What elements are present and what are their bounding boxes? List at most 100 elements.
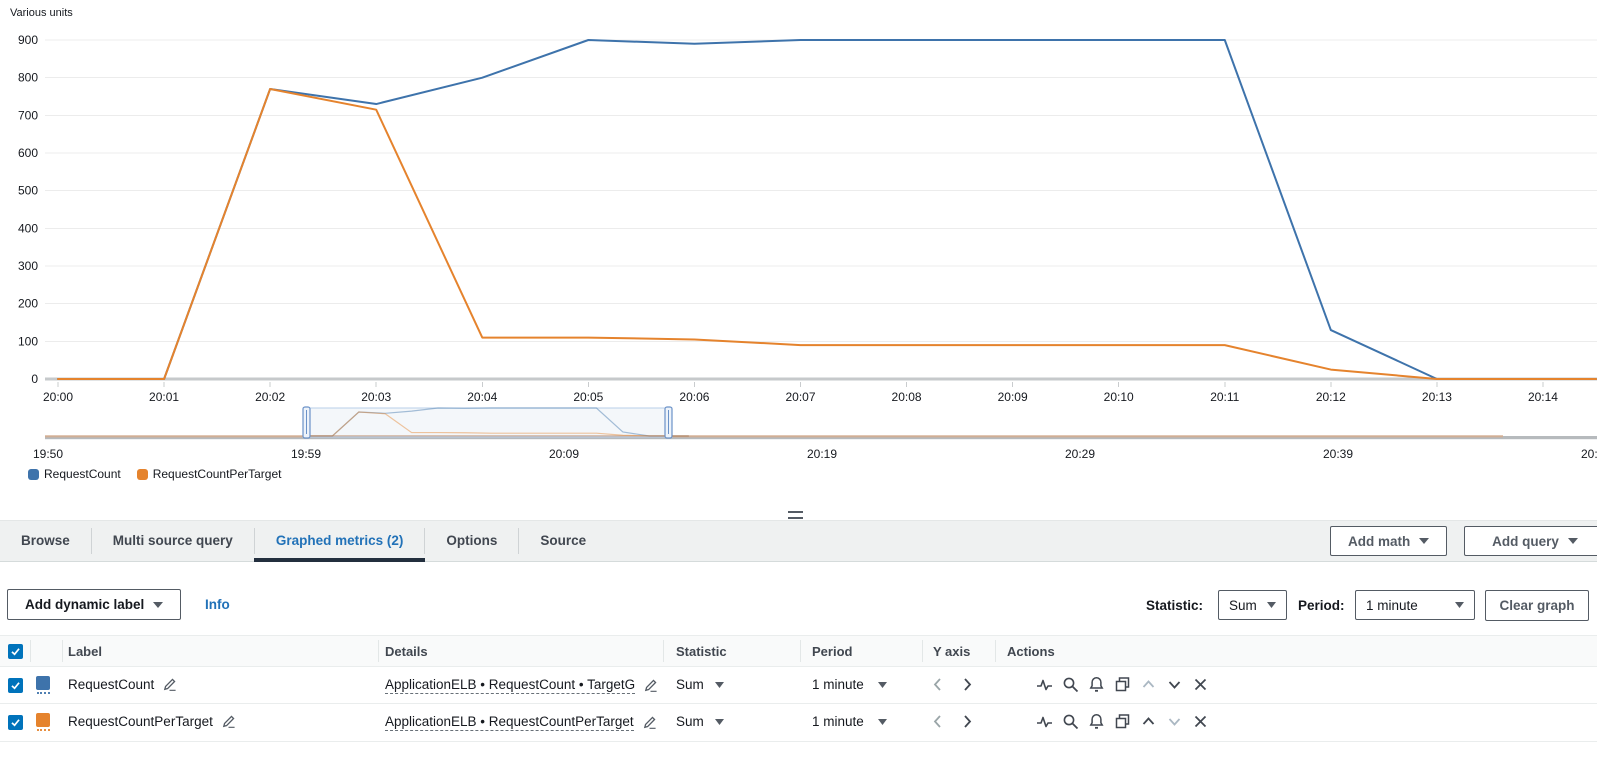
- minimap-time-label: 20:29: [1065, 447, 1095, 461]
- y-tick-label: 900: [18, 33, 38, 47]
- x-tick-label: 20:11: [1210, 390, 1239, 404]
- x-tick-label: 20:03: [361, 390, 391, 404]
- move-down-icon[interactable]: [1166, 676, 1183, 693]
- x-tick-label: 20:00: [43, 390, 73, 404]
- minimap-time-label: 20:39: [1323, 447, 1353, 461]
- graph-metric-icon[interactable]: [1036, 676, 1053, 693]
- metric-details[interactable]: ApplicationELB • RequestCount • TargetG: [385, 677, 636, 694]
- metrics-table-header: Label Details Statistic Period Y axis Ac…: [0, 635, 1597, 667]
- chevron-down-icon: [1419, 538, 1430, 544]
- swatch-drag-dots: [36, 692, 50, 694]
- edit-details-pencil-icon[interactable]: [642, 715, 657, 730]
- move-up-icon[interactable]: [1140, 713, 1157, 730]
- y-axis-left-icon[interactable]: [930, 713, 946, 730]
- x-tick-label: 20:04: [467, 390, 497, 404]
- statistic-dropdown[interactable]: Sum: [676, 714, 724, 729]
- y-tick-label: 600: [18, 146, 38, 160]
- minimap-time-label: 20:19: [807, 447, 837, 461]
- clear-graph-button[interactable]: Clear graph: [1485, 590, 1589, 621]
- legend-label: RequestCountPerTarget: [152, 467, 282, 481]
- period-label: Period:: [1298, 598, 1345, 613]
- statistic-dropdown[interactable]: Sum: [676, 677, 724, 692]
- row-checkbox[interactable]: [8, 715, 23, 730]
- duplicate-icon[interactable]: [1114, 676, 1131, 693]
- edit-label-pencil-icon[interactable]: [221, 714, 236, 729]
- statistic-select[interactable]: Sum: [1218, 590, 1287, 620]
- add-math-label: Add math: [1348, 533, 1411, 549]
- swatch-drag-dots: [36, 729, 50, 731]
- period-dropdown[interactable]: 1 minute: [812, 677, 887, 692]
- tabs: Browse Multi source query Graphed metric…: [0, 528, 607, 562]
- duplicate-icon[interactable]: [1114, 713, 1131, 730]
- y-tick-label: 500: [18, 184, 38, 198]
- period-value: 1 minute: [1366, 597, 1418, 613]
- select-all-checkbox[interactable]: [8, 644, 23, 659]
- tab-graphed-metrics[interactable]: Graphed metrics (2): [253, 528, 426, 562]
- metric-row-requestcountpertarget[interactable]: RequestCountPerTarget ApplicationELB • R…: [0, 704, 1597, 742]
- tab-source[interactable]: Source: [540, 533, 587, 548]
- tab-browse[interactable]: Browse: [0, 528, 92, 554]
- y-axis-right-icon[interactable]: [959, 713, 975, 730]
- chevron-down-icon: [1567, 538, 1578, 544]
- header-details: Details: [385, 644, 428, 659]
- minimap-requestcountpertarget-line: [306, 411, 689, 437]
- minimap-zero-line: [45, 435, 1503, 438]
- alarm-bell-icon[interactable]: [1088, 676, 1105, 693]
- chart-legend: RequestCount RequestCountPerTarget: [28, 467, 281, 481]
- requestcountpertarget-line: [57, 87, 1597, 380]
- metric-row-requestcount[interactable]: RequestCount ApplicationELB • RequestCou…: [0, 667, 1597, 704]
- remove-metric-icon[interactable]: [1192, 713, 1209, 730]
- edit-label-pencil-icon[interactable]: [162, 677, 177, 692]
- legend-label: RequestCount: [44, 467, 121, 481]
- requestcount-legend-swatch: [28, 468, 39, 480]
- info-link[interactable]: Info: [205, 597, 230, 612]
- alarm-bell-icon[interactable]: [1088, 713, 1105, 730]
- panel-resize-handle[interactable]: [788, 511, 803, 519]
- x-axis-line: [45, 377, 1597, 381]
- legend-item[interactable]: RequestCount: [28, 467, 121, 481]
- metric-label: RequestCountPerTarget: [68, 714, 213, 729]
- metric-label: RequestCount: [68, 677, 155, 692]
- y-axis-right-icon[interactable]: [959, 676, 975, 693]
- add-query-button[interactable]: Add query: [1464, 526, 1597, 556]
- metrics-graph-panel: 0 100 200 300 400 500 600 700 800 900 20:00 20:01 20…: [10, 7, 1597, 481]
- chevron-down-icon: [153, 601, 164, 608]
- minimap-time-label: 20:09: [549, 447, 579, 461]
- metric-details[interactable]: ApplicationELB • RequestCountPerTarget: [385, 714, 634, 731]
- minimap-baseline: [45, 436, 1597, 440]
- header-period: Period: [812, 644, 853, 659]
- header-actions: Actions: [1007, 644, 1055, 659]
- search-icon[interactable]: [1062, 676, 1079, 693]
- chevron-down-icon: [714, 718, 724, 725]
- search-icon[interactable]: [1062, 713, 1079, 730]
- add-query-label: Add query: [1492, 533, 1559, 549]
- tab-multi-source-query[interactable]: Multi source query: [92, 528, 255, 554]
- x-tick-label: 20:09: [998, 390, 1028, 404]
- statistic-value: Sum: [1229, 597, 1257, 613]
- remove-metric-icon[interactable]: [1192, 676, 1209, 693]
- add-math-button[interactable]: Add math: [1330, 526, 1448, 556]
- y-axis-left-icon[interactable]: [930, 676, 946, 693]
- period-value: 1 minute: [812, 714, 864, 729]
- graph-metric-icon[interactable]: [1036, 713, 1053, 730]
- row-checkbox[interactable]: [8, 678, 23, 693]
- y-tick-label: 800: [18, 71, 38, 85]
- move-up-icon[interactable]: [1140, 676, 1157, 693]
- chevron-down-icon: [1455, 602, 1464, 608]
- period-select[interactable]: 1 minute: [1355, 590, 1475, 620]
- period-dropdown[interactable]: 1 minute: [812, 714, 887, 729]
- chevron-down-icon: [877, 718, 887, 725]
- metric-color-swatch[interactable]: [36, 713, 50, 731]
- edit-details-pencil-icon[interactable]: [643, 678, 658, 693]
- header-label: Label: [68, 644, 102, 659]
- legend-item[interactable]: RequestCountPerTarget: [136, 467, 282, 481]
- header-y-axis: Y axis: [933, 644, 971, 659]
- chevron-down-icon: [714, 681, 724, 688]
- metric-color-swatch[interactable]: [36, 676, 50, 694]
- add-dynamic-label-button[interactable]: Add dynamic label: [7, 589, 182, 620]
- tab-options[interactable]: Options: [425, 528, 520, 554]
- move-down-icon[interactable]: [1166, 713, 1183, 730]
- color-swatch-icon: [36, 676, 50, 690]
- timeline-selection[interactable]: [302, 407, 673, 438]
